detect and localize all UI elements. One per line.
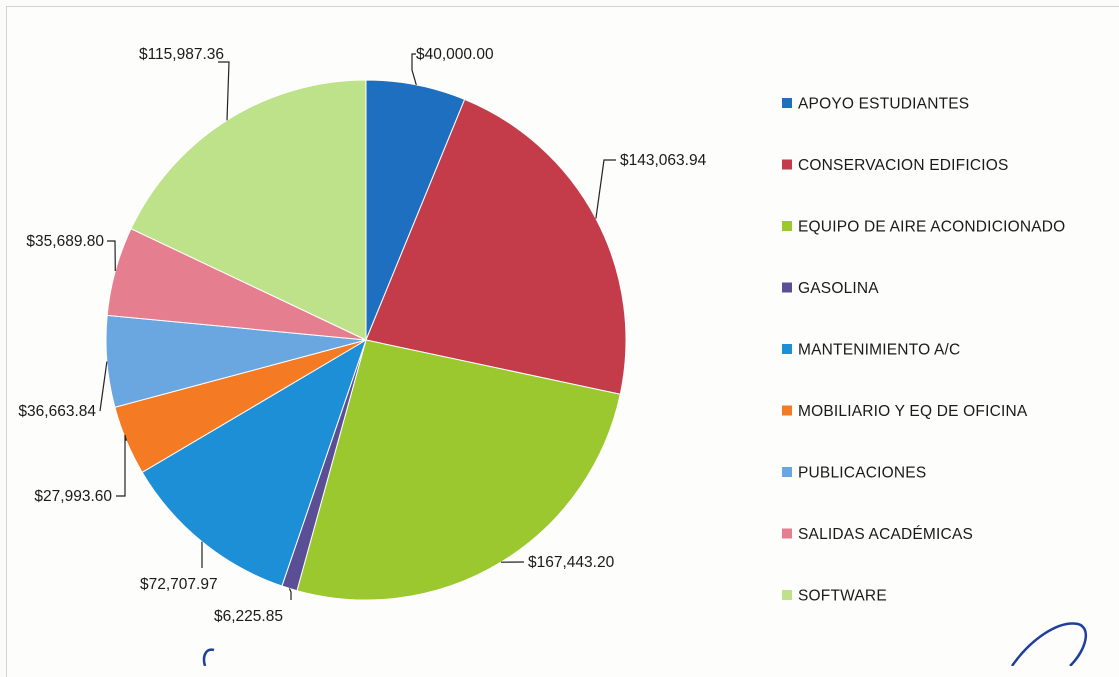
data-label-mobiliario-y-eq-de-oficina: $27,993.60: [34, 488, 112, 505]
data-label-salidas-academicas: $35,689.80: [26, 233, 104, 250]
leader-line-salidas-academicas: [107, 241, 115, 271]
data-label-apoyo-estudiantes: $40,000.00: [416, 46, 494, 63]
legend-swatch: [782, 160, 792, 170]
legend-swatch: [782, 344, 792, 354]
data-label-equipo-de-aire-acondicionado: $167,443.20: [528, 554, 615, 571]
leader-line-gasolina: [289, 589, 291, 601]
legend-label: PUBLICACIONES: [798, 465, 926, 482]
leader-line-conservacion-edificios: [596, 160, 616, 219]
legend-swatch: [782, 529, 792, 539]
legend-item-mobiliario-y-eq-de-oficina: MOBILIARIO Y EQ DE OFICINA: [782, 403, 1028, 420]
legend-label: GASOLINA: [798, 280, 879, 297]
data-label-publicaciones: $36,663.84: [18, 403, 96, 420]
data-label-software: $115,987.36: [139, 46, 224, 63]
legend-label: MOBILIARIO Y EQ DE OFICINA: [798, 403, 1028, 420]
leader-line-publicaciones: [100, 362, 107, 411]
legend-swatch: [782, 590, 792, 600]
legend-label: CONSERVACION EDIFICIOS: [798, 157, 1009, 174]
legend-swatch: [782, 406, 792, 416]
leader-line-mobiliario-y-eq-de-oficina: [116, 435, 126, 496]
legend-swatch: [782, 467, 792, 477]
legend-item-equipo-de-aire-acondicionado: EQUIPO DE AIRE ACONDICIONADO: [782, 219, 1065, 236]
legend-swatch: [782, 221, 792, 231]
legend-label: APOYO ESTUDIANTES: [798, 96, 969, 113]
legend-label: SOFTWARE: [798, 588, 887, 605]
slices-layer: [106, 80, 626, 600]
legend-label: SALIDAS ACADÉMICAS: [798, 526, 973, 543]
legend-item-publicaciones: PUBLICACIONES: [782, 465, 926, 482]
data-label-gasolina: $6,225.85: [214, 608, 283, 625]
legend-item-gasolina: GASOLINA: [782, 280, 879, 297]
legend-item-apoyo-estudiantes: APOYO ESTUDIANTES: [782, 96, 969, 113]
legend-swatch: [782, 283, 792, 293]
pen-marks: [204, 623, 1086, 666]
legend-item-salidas-academicas: SALIDAS ACADÉMICAS: [782, 526, 973, 543]
legend-item-software: SOFTWARE: [782, 588, 887, 605]
legend-item-mantenimiento-a-c: MANTENIMIENTO A/C: [782, 342, 960, 359]
legend-item-conservacion-edificios: CONSERVACION EDIFICIOS: [782, 157, 1009, 174]
legend-label: EQUIPO DE AIRE ACONDICIONADO: [798, 219, 1065, 236]
legend: APOYO ESTUDIANTES CONSERVACION EDIFICIOS E…: [782, 96, 1065, 605]
legend-swatch: [782, 98, 792, 108]
data-label-mantenimiento-a-c: $72,707.97: [140, 576, 218, 593]
data-label-conservacion-edificios: $143,063.94: [620, 152, 707, 169]
legend-label: MANTENIMIENTO A/C: [798, 342, 960, 359]
leader-line-software: [218, 62, 229, 120]
